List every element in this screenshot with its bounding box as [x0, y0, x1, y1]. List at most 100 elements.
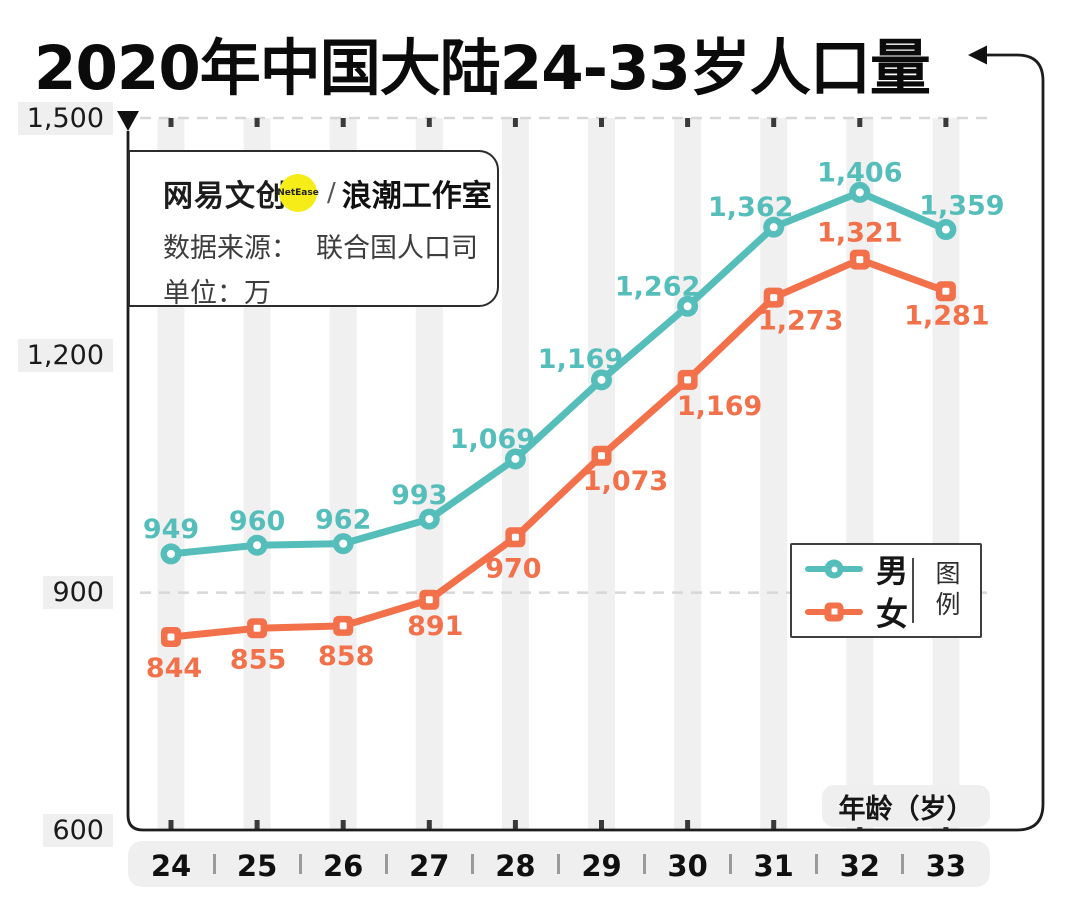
y-tick-label-600: 600: [43, 813, 113, 847]
column-band-30: [674, 118, 702, 830]
brand-separator: /: [327, 178, 336, 208]
x-tick-label-25: 25: [236, 849, 278, 883]
x-axis-tick-31: [771, 820, 777, 829]
data-label-女-26: 858: [318, 641, 374, 672]
y-tick-label-1500: 1,500: [17, 101, 113, 135]
legend-marker-core: [831, 566, 837, 573]
data-label-男-26: 962: [315, 505, 371, 536]
x-axis-title: 年龄（岁）: [822, 785, 990, 827]
x-tick-separator: [556, 854, 560, 874]
data-label-男-25: 960: [229, 506, 285, 537]
data-label-女-33: 1,281: [904, 300, 989, 331]
data-label-女-31: 1,273: [758, 306, 843, 337]
data-point-core: [253, 624, 261, 632]
axis-frame-line: [126, 53, 1045, 832]
legend-items: 男女: [792, 545, 912, 636]
brand-logo-text: 网易文创: [163, 179, 287, 214]
x-tick-separator: [212, 854, 216, 874]
brand-row: 网易文创 NetEase / 浪潮工作室: [163, 172, 497, 214]
x-tick-separator: [384, 854, 388, 874]
top-tick-33: [943, 118, 949, 127]
data-source-value: 联合国人口司: [316, 233, 478, 264]
data-point-core: [941, 225, 950, 234]
y-axis-arrow-icon: [117, 111, 139, 131]
column-band-29: [588, 118, 615, 830]
unit-label: 单位：万: [163, 278, 271, 309]
data-label-女-25: 855: [230, 644, 286, 675]
top-tick-24: [168, 118, 174, 127]
top-tick-31: [771, 118, 777, 127]
title-arrow-icon: [968, 45, 987, 65]
x-axis-tick-25: [254, 820, 260, 829]
data-label-男-24: 949: [143, 514, 199, 545]
legend-sample-line-circle-icon: [805, 558, 863, 580]
data-point-core: [511, 454, 520, 463]
top-tick-29: [599, 118, 604, 127]
data-label-男-30: 1,262: [615, 271, 700, 302]
x-tick-label-31: 31: [753, 849, 794, 883]
data-label-女-27: 891: [407, 611, 463, 642]
series-line-男: [167, 188, 950, 558]
x-tick-label-29: 29: [581, 849, 622, 883]
data-label-男-33: 1,359: [919, 191, 1004, 222]
legend-label: 女: [876, 594, 909, 633]
top-tick-30: [685, 118, 691, 127]
source-info-box: 网易文创 NetEase / 浪潮工作室 数据来源： 联合国人口司 单位：万: [128, 150, 499, 309]
data-label-女-28: 970: [485, 553, 541, 584]
data-label-女-24: 844: [146, 653, 202, 684]
series-line-女: [167, 256, 950, 641]
data-point-core: [425, 515, 434, 524]
data-point-core: [253, 541, 262, 550]
page-title: 2020年中国大陆24-33岁人口量: [34, 33, 931, 104]
x-axis-tick-29: [599, 820, 604, 829]
x-axis-tick-24: [168, 820, 174, 829]
data-label-女-32: 1,321: [817, 218, 902, 249]
data-source-row: 数据来源： 联合国人口司: [163, 226, 497, 265]
x-tick-separator: [815, 854, 819, 874]
data-point-core: [684, 376, 692, 384]
x-axis-tick-28: [512, 820, 518, 829]
x-tick-separator: [470, 854, 474, 874]
x-axis-tick-27: [426, 820, 432, 829]
legend-caption: 图例: [932, 559, 961, 622]
top-tick-28: [512, 118, 518, 127]
legend: 男女 图例: [790, 543, 982, 638]
x-axis-tick-30: [685, 820, 691, 829]
legend-marker-circle-icon: [824, 559, 844, 579]
data-point-core: [167, 633, 175, 641]
x-tick-label-32: 32: [839, 849, 880, 883]
column-band-32: [846, 118, 874, 830]
top-tick-26: [340, 118, 346, 127]
data-point-core: [769, 223, 778, 232]
legend-marker-core: [831, 608, 837, 615]
data-label-男-32: 1,406: [817, 157, 902, 188]
y-tick-label-1200: 1,200: [17, 338, 113, 372]
data-point-core: [511, 533, 519, 541]
x-tick-separator: [901, 854, 905, 874]
legend-divider: [912, 558, 914, 623]
x-tick-label-30: 30: [667, 849, 708, 883]
data-point-core: [425, 596, 433, 604]
data-label-女-29: 1,073: [583, 466, 668, 497]
x-tick-separator: [729, 854, 733, 874]
data-point-core: [855, 188, 864, 197]
x-tick-label-26: 26: [323, 849, 364, 883]
top-tick-32: [857, 118, 863, 127]
y-tick-label-900: 900: [43, 576, 113, 610]
legend-label: 男: [876, 552, 909, 591]
data-label-男-29: 1,169: [538, 344, 623, 375]
data-point-core: [339, 622, 347, 630]
data-source-label: 数据来源：: [163, 233, 298, 264]
data-label-男-31: 1,362: [708, 192, 793, 223]
data-point-core: [683, 302, 692, 311]
data-point-core: [597, 375, 606, 384]
data-label-女-30: 1,169: [677, 391, 762, 422]
x-tick-separator: [643, 854, 647, 874]
data-point-core: [856, 256, 864, 264]
data-point-core: [942, 287, 950, 295]
data-point-core: [167, 549, 175, 558]
data-point-core: [598, 452, 605, 460]
top-tick-27: [426, 118, 432, 127]
